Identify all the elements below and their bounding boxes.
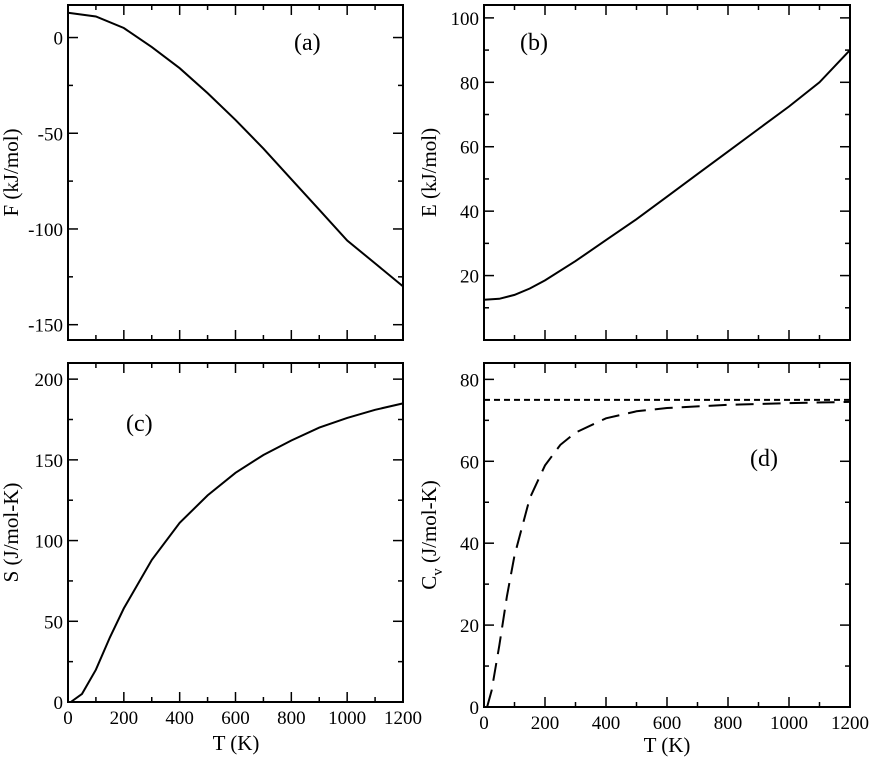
x-tick-label: 1200 [384, 708, 422, 729]
y-tick-label: 150 [35, 451, 64, 472]
x-axis-label: T (K) [644, 733, 691, 757]
y-axis-label-main: C [417, 576, 441, 590]
y-tick-label: 0 [54, 29, 64, 50]
x-axis-label: T (K) [213, 731, 260, 755]
x-tick-label: 400 [592, 713, 621, 734]
y-tick-label: 60 [460, 138, 479, 159]
x-tick-label: 800 [277, 708, 306, 729]
y-tick-label: 100 [35, 532, 64, 553]
x-tick-label: 600 [221, 708, 250, 729]
y-axis-label: E (kJ/mol) [417, 128, 441, 217]
y-tick-label: 100 [451, 9, 480, 30]
panel-label: (b) [520, 30, 548, 56]
plot-frame [67, 362, 404, 703]
y-tick-label: -150 [28, 316, 63, 337]
y-tick-label: 40 [460, 534, 479, 555]
panel-label: (c) [126, 411, 153, 437]
y-axis-label-units: (J/mol-K) [417, 480, 441, 568]
y-axis-label-subscript: v [430, 568, 446, 576]
y-axis-label: F (kJ/mol) [0, 128, 23, 216]
panel-label: (a) [294, 30, 321, 56]
x-tick-label: 200 [531, 713, 560, 734]
y-tick-label: 20 [460, 616, 479, 637]
x-tick-label: 600 [653, 713, 682, 734]
y-tick-label: 0 [54, 693, 64, 714]
y-tick-label: 20 [460, 267, 479, 288]
panel-a: 0 -50 -100 -150 (a) F (kJ/mol) [0, 4, 404, 341]
y-tick-label: 0 [470, 698, 480, 719]
y-tick-label: 50 [44, 612, 63, 633]
y-tick-label: 80 [460, 370, 479, 391]
plot-frame [483, 362, 851, 708]
x-tick-label: 0 [479, 713, 489, 734]
panel-label: (d) [750, 446, 778, 472]
x-tick-label: 1000 [328, 708, 366, 729]
panel-c: 0 50 100 150 200 0 200 400 600 800 1000 1200 (c) S (J… [0, 362, 422, 755]
y-tick-label: 40 [460, 202, 479, 223]
x-tick-label: 200 [110, 708, 139, 729]
y-tick-label: 80 [460, 73, 479, 94]
y-tick-label: -100 [28, 220, 63, 241]
y-tick-label: -50 [38, 124, 63, 145]
panel-b: 20 40 60 80 100 (b) E (kJ/mol) [417, 4, 851, 341]
series-line-e [483, 49, 851, 301]
y-axis-label: S (J/mol-K) [0, 483, 23, 583]
x-tick-label: 1200 [831, 713, 869, 734]
x-tick-label: 800 [714, 713, 743, 734]
y-tick-label: 60 [460, 452, 479, 473]
x-tick-label: 0 [63, 708, 73, 729]
x-tick-label: 1000 [770, 713, 808, 734]
series-line-s [70, 402, 404, 703]
y-tick-label: 200 [35, 370, 64, 391]
x-tick-label: 400 [165, 708, 194, 729]
series-line-f [67, 11, 404, 288]
plot-frame [67, 4, 404, 341]
series-line-cv [486, 400, 851, 708]
y-axis-label: Cv (J/mol-K) [417, 480, 446, 590]
